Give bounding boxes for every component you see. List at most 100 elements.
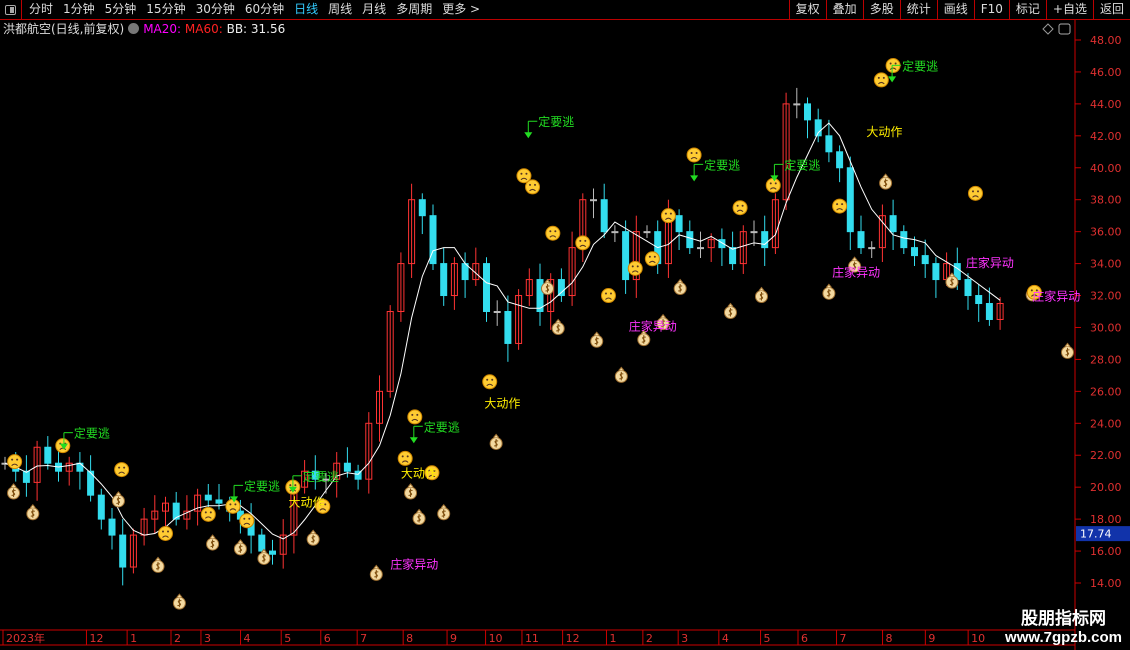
face-eye — [653, 255, 656, 258]
face-eye — [243, 517, 246, 520]
candle-body — [878, 215, 886, 249]
candle-body — [129, 534, 137, 568]
x-tick-label: 4 — [244, 632, 251, 645]
money-bag-knot — [115, 491, 122, 496]
x-tick-label: 2 — [646, 632, 653, 645]
money-bag-knot — [176, 593, 183, 598]
face-eye — [841, 203, 844, 206]
candle-body — [547, 279, 555, 313]
x-tick-label: 12 — [566, 632, 580, 645]
escape-arrow-icon — [409, 437, 418, 444]
candle-body — [408, 199, 416, 265]
x-tick-label: 8 — [406, 632, 413, 645]
sad-face-icon — [832, 198, 848, 214]
layout-icon — [1058, 23, 1071, 35]
y-tick-label: 44.00 — [1090, 98, 1122, 111]
candle-body — [857, 231, 865, 249]
candle-body — [429, 215, 437, 265]
face-eye — [774, 182, 777, 185]
sad-face-icon — [114, 462, 130, 478]
sad-face-icon — [239, 513, 255, 529]
toolbar-button[interactable]: 标记 — [1008, 0, 1046, 19]
candle-body — [194, 494, 202, 512]
toolbar-button[interactable]: 多股 — [862, 0, 900, 19]
face-mouth — [11, 463, 18, 466]
face-mouth — [229, 508, 237, 511]
panel-icon — [5, 4, 16, 15]
money-bag-dollar-mark — [311, 534, 316, 544]
face-eye — [428, 469, 431, 472]
signal-label-escape: 定要逃 — [704, 157, 740, 172]
toolbar-button[interactable]: 复权 — [788, 0, 826, 19]
period-tab[interactable]: 5分钟 — [104, 2, 137, 16]
money-bag-knot — [758, 286, 765, 291]
candle-body — [525, 279, 533, 297]
x-tick-label: 3 — [204, 632, 211, 645]
panel-toggle-button[interactable] — [0, 0, 22, 19]
y-tick-label: 46.00 — [1090, 66, 1122, 79]
candle-body — [204, 494, 212, 501]
face-eye — [664, 212, 667, 215]
y-tick-label: 22.00 — [1090, 449, 1122, 462]
period-tab[interactable]: 周线 — [328, 2, 353, 16]
toolbar-button[interactable]: 画线 — [936, 0, 974, 19]
face-eye — [209, 511, 212, 514]
money-bag-knot — [555, 318, 562, 323]
face-eye — [1035, 289, 1038, 292]
money-bag-knot — [416, 508, 422, 513]
money-bag-dollar-mark — [494, 438, 499, 448]
sad-face-icon — [397, 450, 413, 466]
toolbar-button[interactable]: F10 — [973, 0, 1009, 19]
y-tick-label: 32.00 — [1090, 290, 1122, 303]
sad-face-icon — [967, 185, 983, 201]
money-bag-dollar-mark — [660, 319, 666, 328]
period-tab[interactable]: 15分钟 — [146, 2, 186, 16]
face-mouth — [836, 208, 843, 211]
sad-face-icon — [686, 147, 702, 163]
x-tick-label: 6 — [324, 632, 331, 645]
watermark-line1: 股朋指标网 — [1021, 609, 1107, 629]
face-eye — [584, 239, 587, 242]
candle-body — [697, 247, 704, 250]
toolbar-button[interactable]: 叠加 — [825, 0, 863, 19]
candle-body — [269, 550, 276, 555]
period-tab[interactable]: 月线 — [362, 2, 387, 16]
period-tab[interactable]: 日线 — [294, 2, 319, 16]
face-eye — [695, 151, 698, 154]
signal-label-anomaly: 庄家异动 — [629, 319, 677, 334]
face-eye — [204, 511, 207, 514]
period-tab[interactable]: 60分钟 — [244, 2, 285, 16]
candle-body — [22, 470, 30, 483]
candle-body — [504, 311, 512, 344]
signal-label-anomaly: 庄家异动 — [390, 557, 438, 572]
face-eye — [741, 204, 744, 207]
money-bag-knot — [949, 272, 955, 277]
candle-body — [108, 518, 116, 536]
face-mouth — [411, 418, 419, 422]
chart-info: 洪都航空(日线,前复权) MA20: MA60: BB: 31.56 — [3, 21, 285, 37]
candle-body — [632, 231, 640, 281]
money-bag-knot — [1064, 342, 1071, 347]
y-tick-label: 28.00 — [1090, 353, 1122, 366]
money-bag-dollar-mark — [641, 335, 646, 344]
toolbar-button[interactable]: +自选 — [1045, 0, 1093, 19]
face-eye — [648, 255, 651, 258]
toolbar-button[interactable]: 统计 — [899, 0, 937, 19]
money-bag-dollar-mark — [30, 509, 35, 518]
sad-face-icon — [660, 208, 676, 224]
x-tick-label: 4 — [722, 632, 729, 645]
period-tab[interactable]: 30分钟 — [195, 2, 235, 16]
candle-body — [162, 502, 169, 512]
period-tab[interactable]: 更多 > — [442, 2, 481, 16]
period-tab[interactable]: 1分钟 — [63, 2, 95, 16]
dropdown-icon[interactable] — [128, 23, 140, 34]
toolbar-button[interactable]: 返回 — [1092, 0, 1130, 19]
period-tab[interactable]: 分时 — [29, 2, 54, 16]
candle-body — [365, 422, 373, 480]
period-tab[interactable]: 多周期 — [396, 2, 433, 16]
signal-label-anomaly: 庄家异动 — [832, 264, 880, 279]
candle-body — [804, 103, 811, 121]
money-bag-knot — [882, 173, 889, 178]
candle-body — [985, 303, 993, 320]
